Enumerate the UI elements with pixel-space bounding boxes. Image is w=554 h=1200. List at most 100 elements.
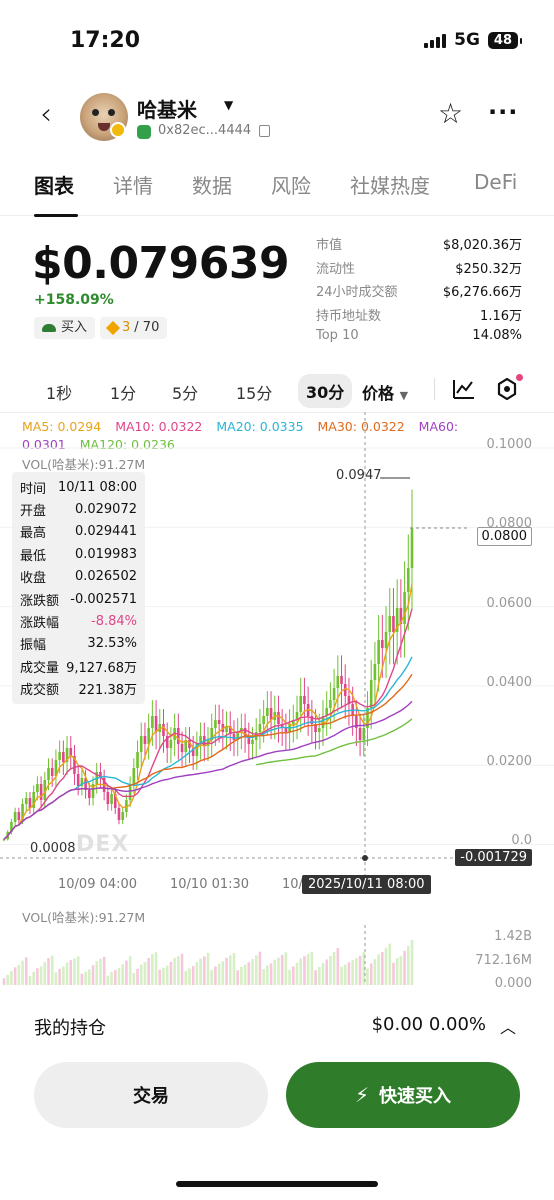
tab-chart[interactable]: 图表 <box>34 174 74 198</box>
volume-bar <box>403 950 406 985</box>
volume-bar <box>165 965 169 985</box>
candle-body <box>151 716 154 728</box>
volume-bar <box>251 958 254 985</box>
position-value: $0.00 0.00% <box>371 1014 486 1035</box>
candle-body <box>295 712 299 720</box>
position-bar[interactable]: 我的持仓 $0.00 0.00% ︿ <box>0 1000 554 1052</box>
candle-body <box>369 680 373 708</box>
star-icon[interactable]: ☆ <box>438 97 464 130</box>
tab-risk[interactable]: 风险 <box>271 174 311 198</box>
trade-button[interactable]: 交易 <box>34 1062 268 1128</box>
candle-body <box>388 616 392 632</box>
candle-body <box>113 794 117 808</box>
tooltip-label: 涨跌额 <box>20 593 60 609</box>
candle-body <box>384 632 388 648</box>
volume-bar <box>62 966 65 985</box>
volume-bar <box>266 965 269 985</box>
volume-bar <box>95 961 99 985</box>
settings-icon[interactable] <box>497 378 517 400</box>
volume-bar <box>410 940 414 985</box>
stat-value: 14.08% <box>472 328 522 343</box>
signal-icon <box>424 32 447 48</box>
candle-body <box>169 740 173 748</box>
tf-30m[interactable]: 30分 <box>298 374 353 408</box>
caret-down-icon: ▼ <box>399 389 409 402</box>
volume-bar <box>158 969 162 985</box>
chart-area[interactable] <box>0 412 554 992</box>
tooltip-value: 0.026502 <box>74 569 137 585</box>
tf-1m[interactable]: 1分 <box>110 384 137 403</box>
price-mode-label: 价格 <box>362 384 395 403</box>
candle-body <box>225 726 228 732</box>
tab-data[interactable]: 数据 <box>192 174 232 198</box>
volume-bar <box>217 963 221 985</box>
candle-body <box>210 728 214 740</box>
volume-bar <box>162 967 165 985</box>
ma5-line <box>3 583 413 840</box>
candle-body <box>10 822 13 832</box>
volume-bar <box>347 962 351 985</box>
volume-bar <box>110 971 113 985</box>
volume-bar <box>288 969 291 985</box>
ma60-line <box>3 700 413 840</box>
timeframe-bar: 1秒 1分 5分 15分 30分 价格 ▼ <box>0 372 554 408</box>
tf-5m[interactable]: 5分 <box>172 384 199 403</box>
volume-bar <box>80 973 84 985</box>
candle-body <box>410 528 414 568</box>
candle-body <box>117 808 121 820</box>
status-time: 17:20 <box>70 28 141 53</box>
buy-chip[interactable]: 买入 <box>34 317 96 339</box>
candle-body <box>266 708 269 716</box>
tf-1s[interactable]: 1秒 <box>46 384 73 403</box>
stat-row: 流动性 $250.32万 <box>316 258 522 282</box>
candle-body <box>88 790 91 798</box>
candle-body <box>143 736 147 744</box>
volume-bar <box>136 968 139 985</box>
volume-bar <box>314 970 317 985</box>
volume-bar <box>151 954 154 985</box>
score-chip[interactable]: 3 / 70 <box>100 317 168 339</box>
price-mode-select[interactable]: 价格 ▼ <box>362 380 408 404</box>
volume-bar <box>243 964 247 985</box>
volume-bar <box>73 958 76 985</box>
candle-body <box>403 592 406 624</box>
quick-buy-button[interactable]: ⚡ 快速买入 <box>286 1062 520 1128</box>
candle-body <box>69 748 73 756</box>
volume-bar <box>395 958 399 985</box>
volume-bar <box>269 963 273 985</box>
crosshair-dot <box>362 855 368 861</box>
volume-bar <box>295 962 299 985</box>
volume-bar <box>147 958 150 985</box>
volume-bar <box>169 961 173 985</box>
volume-bar <box>106 975 110 985</box>
copy-icon[interactable] <box>259 125 270 137</box>
chevron-up-icon[interactable]: ︿ <box>499 1018 516 1037</box>
volume-bar <box>28 976 32 985</box>
volume-axis-tick: 0.000 <box>494 976 532 991</box>
candle-body <box>17 812 21 820</box>
x-axis-tick: 10/09 04:00 <box>58 877 138 892</box>
notification-dot <box>516 374 523 381</box>
tooltip-label: 时间 <box>20 481 47 497</box>
high-marker-label: 0.0947 <box>336 468 382 483</box>
candle-body <box>50 768 54 776</box>
ma10-line <box>3 608 413 840</box>
more-icon[interactable]: ··· <box>488 98 519 126</box>
volume-bar <box>76 956 80 985</box>
x-axis-tick: 10/ <box>282 877 303 892</box>
volume-bar <box>206 952 210 985</box>
back-icon[interactable]: ‹ <box>40 97 52 132</box>
indicator-icon[interactable] <box>452 378 476 400</box>
ma20-label: MA20: 0.0335 <box>216 419 304 434</box>
tf-15m[interactable]: 15分 <box>236 384 273 403</box>
volume-bar <box>195 962 199 985</box>
tab-details[interactable]: 详情 <box>113 174 153 198</box>
dex-watermark: DEX <box>76 832 130 857</box>
caret-down-icon[interactable]: ▼ <box>224 98 234 112</box>
volume-bar <box>273 959 277 985</box>
tab-social[interactable]: 社媒热度 <box>350 174 430 198</box>
tab-defi[interactable]: DeFi <box>474 170 518 194</box>
diamond-icon <box>105 320 121 336</box>
volume-bar <box>377 954 380 985</box>
token-name[interactable]: 哈基米 <box>137 98 197 122</box>
